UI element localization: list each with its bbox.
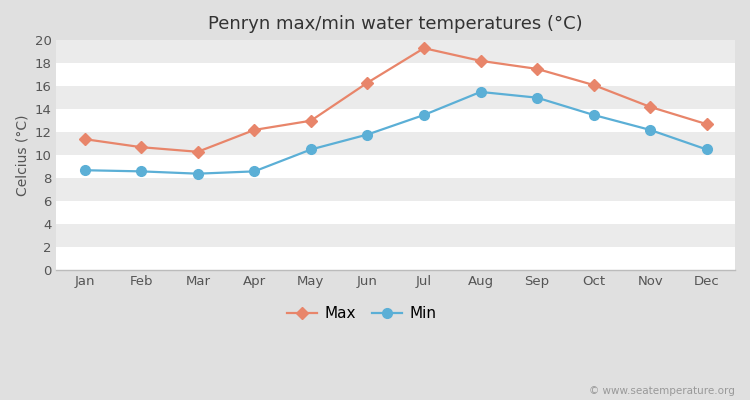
Bar (56, 109, 735, 132)
Max (194, 150, 202, 154)
Bar (56, 224, 735, 247)
Max (363, 80, 372, 85)
Legend: Max, Min: Max, Min (280, 300, 443, 327)
Min (363, 132, 372, 137)
Bar (56, 63, 735, 86)
Bar (56, 86, 735, 109)
Max (307, 118, 316, 123)
Min (532, 95, 542, 100)
Min (476, 90, 485, 94)
Min (590, 112, 598, 117)
Bar (56, 40, 735, 63)
Bar (56, 155, 735, 178)
Min (307, 147, 316, 152)
Bar (56, 201, 735, 224)
Max (476, 58, 485, 63)
Bar (56, 132, 735, 155)
Max (532, 66, 542, 71)
Line: Min: Min (80, 87, 712, 178)
Min (646, 128, 655, 132)
Bar (56, 247, 735, 270)
Min (136, 169, 146, 174)
Title: Penryn max/min water temperatures (°C): Penryn max/min water temperatures (°C) (209, 15, 583, 33)
Max (646, 104, 655, 109)
Max (419, 46, 428, 50)
Text: © www.seatemperature.org: © www.seatemperature.org (590, 386, 735, 396)
Min (80, 168, 89, 173)
Max (250, 128, 259, 132)
Line: Max: Max (80, 44, 711, 156)
Max (702, 122, 711, 126)
Min (419, 112, 428, 117)
Min (250, 169, 259, 174)
Max (136, 145, 146, 150)
Min (702, 147, 711, 152)
Min (194, 171, 202, 176)
Bar (56, 178, 735, 201)
Max (590, 83, 598, 88)
Y-axis label: Celcius (°C): Celcius (°C) (15, 114, 29, 196)
Max (80, 137, 89, 142)
